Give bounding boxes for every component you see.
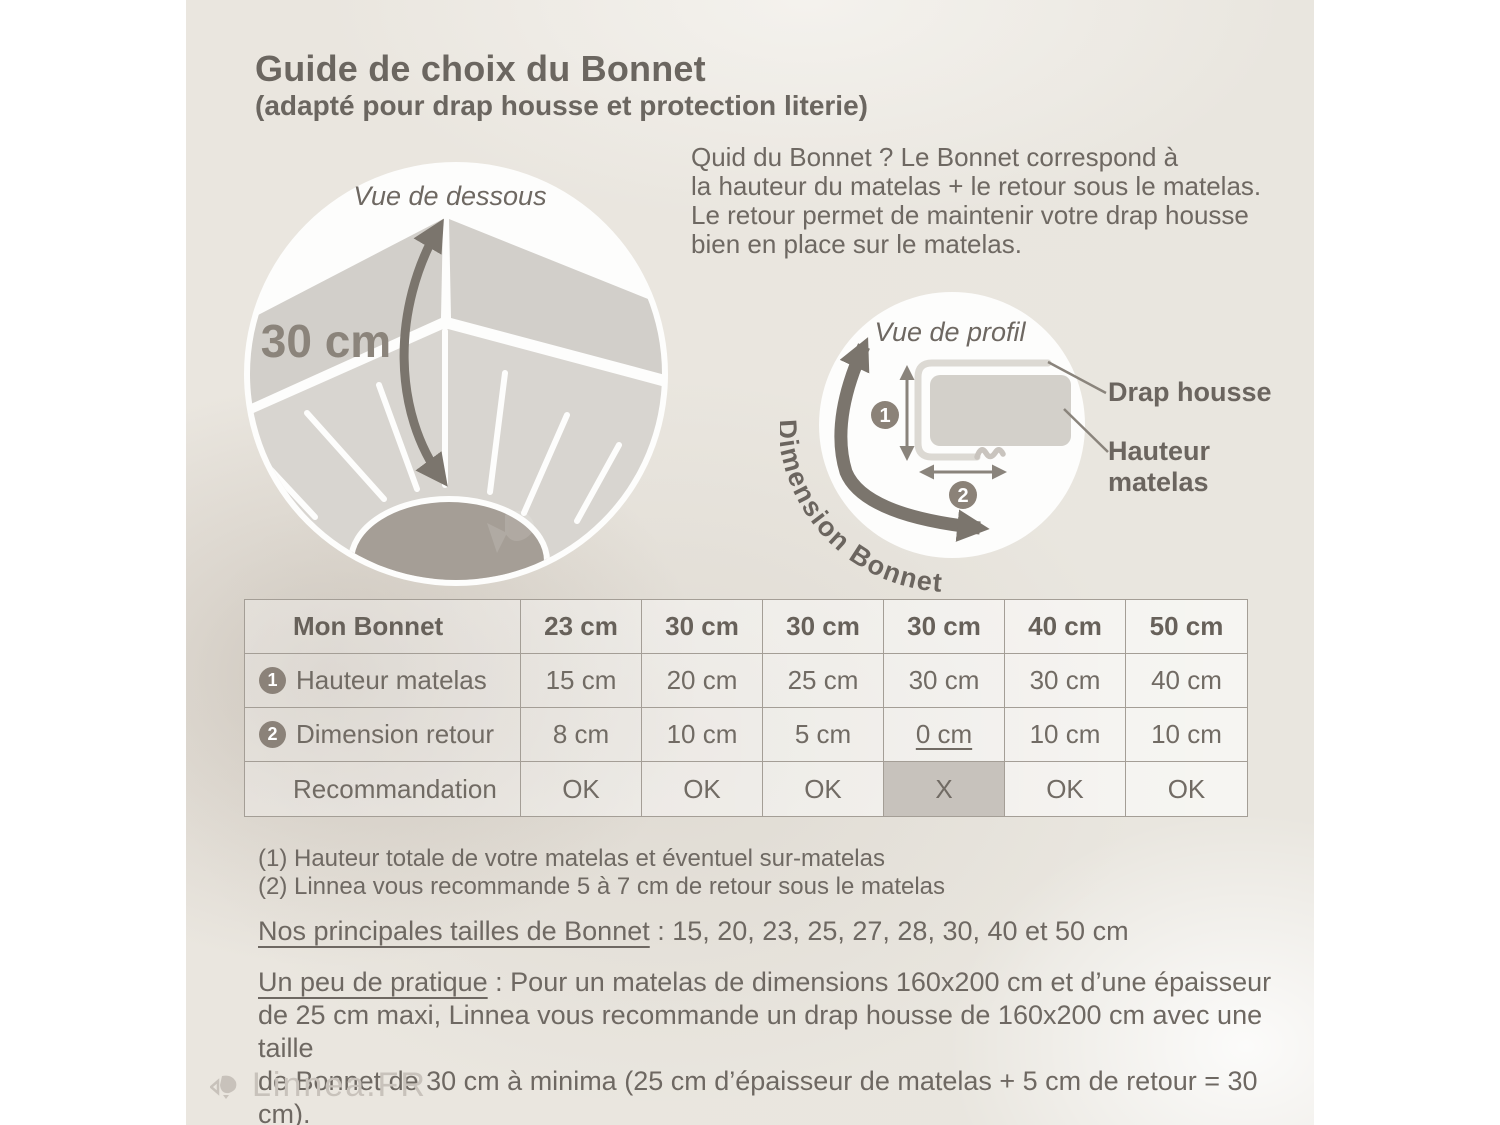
sheet-corner-right-panel [449,219,662,377]
content-area: Guide de choix du Bonnet (adapté pour dr… [186,0,1314,1125]
profile-view-label: Vue de profil [874,317,1026,347]
bonnet-dimension-value: 30 cm [261,315,391,367]
sheet-corner-left-panel [250,219,443,413]
brand-watermark-text: Linnea.FR [252,1066,427,1104]
table-header-cell: 23 cm [521,600,642,654]
table-header-cell: 30 cm [884,600,1005,654]
marker-2-number: 2 [957,485,968,507]
profile-view-diagram: 1 2 Dimension Bonnet Vue de profil [780,292,1109,598]
table-cell: 40 cm [1126,654,1247,708]
mattress-profile [930,375,1071,446]
intro-line: la hauteur du matelas + le retour sous l… [691,171,1262,201]
page-subtitle: (adapté pour drap housse et protection l… [255,90,868,121]
bottom-view-diagram: 30 cm Vue de dessous [244,162,668,586]
practice-heading: Un peu de pratique [258,967,488,997]
table-header-cell: Mon Bonnet [245,600,521,654]
table-cell: 25 cm [763,654,884,708]
hauteur-matelas-label: Hauteur matelas [1108,436,1211,497]
bonnet-dimension-arrow [399,218,448,487]
intro-line: Quid du Bonnet ? Le Bonnet correspond à [691,142,1179,172]
table-cell: OK [1126,762,1247,816]
footnote-1: (1) Hauteur totale de votre matelas et é… [258,845,885,872]
table-cell: OK [642,762,763,816]
row-2-badge: 2 [259,721,286,748]
table-header-cell: 30 cm [763,600,884,654]
table-cell: 15 cm [521,654,642,708]
intro-line: Le retour permet de maintenir votre drap… [691,200,1249,230]
intro-line: bien en place sur le matelas. [691,229,1022,259]
table-cell: OK [521,762,642,816]
intro-paragraph: Quid du Bonnet ? Le Bonnet correspond à … [691,143,1271,259]
footnote-2: (2) Linnea vous recommande 5 à 7 cm de r… [258,873,946,900]
table-cell: 30 cm [1005,654,1126,708]
table-cell: 20 cm [642,654,763,708]
table-cell: 5 cm [763,708,884,762]
table-cell: 30 cm [884,654,1005,708]
footnotes: (1) Hauteur totale de votre matelas et é… [258,845,945,901]
table-cell: 10 cm [1005,708,1126,762]
sheet-underside-panel [250,329,662,580]
linnea-leaf-icon [210,1075,237,1099]
drap-housse-label: Drap housse [1108,377,1272,407]
marker-1-number: 1 [879,405,890,427]
table-cell: OK [1005,762,1126,816]
brand-watermark: Linnea.FR [210,1066,427,1105]
bonnet-sizes-line: Nos principales tailles de Bonnet : 15, … [258,916,1129,946]
table-row-label: 1 Hauteur matelas [245,654,521,708]
table-cell: 10 cm [642,708,763,762]
table-header-cell: 30 cm [642,600,763,654]
dimension-bonnet-arrow [834,337,990,542]
table-cell: 8 cm [521,708,642,762]
table-header-cell: 50 cm [1126,600,1247,654]
table-cell-zero-return: 0 cm [884,708,1005,762]
practice-paragraph: Un peu de pratique : Pour un matelas de … [258,967,1272,1125]
bottom-view-label: Vue de dessous [353,181,546,211]
bonnet-table: Mon Bonnet 23 cm 30 cm 30 cm 30 cm 40 cm… [244,599,1248,817]
table-cell: 10 cm [1126,708,1247,762]
table-row-label: 2 Dimension retour [245,708,521,762]
row-1-badge: 1 [259,667,286,694]
table-header-cell: 40 cm [1005,600,1126,654]
table-cell-not-recommended: X [884,762,1005,816]
table-row-label: Recommandation [245,762,521,816]
table-cell: OK [763,762,884,816]
bonnet-sizes-heading: Nos principales tailles de Bonnet [258,916,650,946]
page-title: Guide de choix du Bonnet [255,48,706,89]
watermark-leaf-icon [487,510,535,553]
label-pointer-lines [1047,360,1109,453]
